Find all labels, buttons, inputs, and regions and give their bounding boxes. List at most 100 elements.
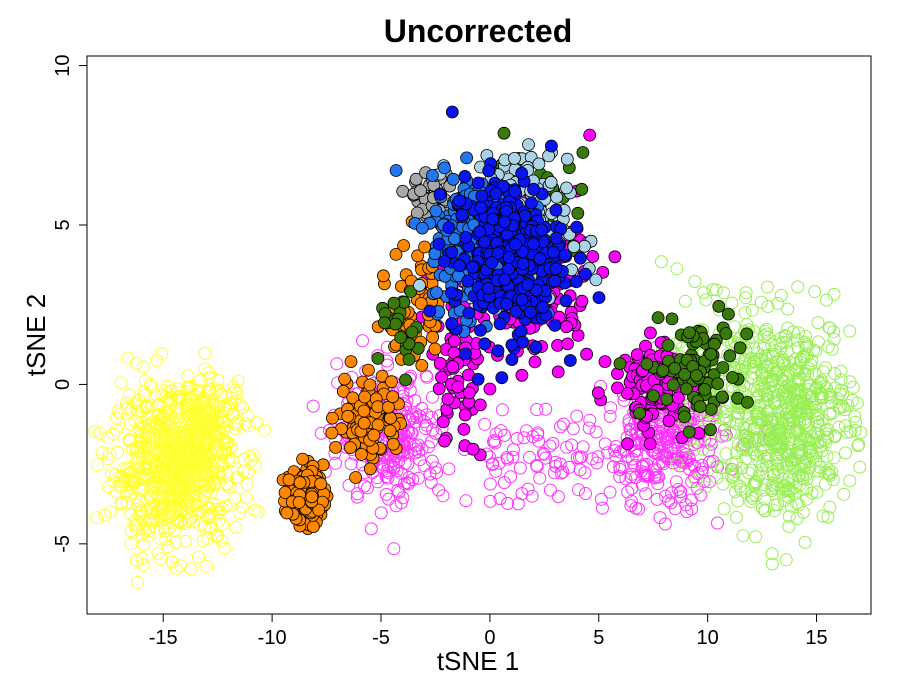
data-point: [782, 437, 796, 451]
data-point: [154, 433, 168, 447]
data-point: [432, 382, 446, 396]
data-point: [124, 537, 138, 551]
data-point: [386, 437, 400, 451]
data-point: [493, 317, 507, 331]
data-point: [425, 454, 439, 468]
data-point: [836, 387, 849, 401]
data-point: [691, 467, 705, 481]
data-point: [471, 372, 485, 386]
data-point: [560, 152, 574, 166]
data-point: [778, 329, 792, 343]
data-point: [813, 434, 827, 448]
data-point: [191, 503, 205, 517]
data-point: [715, 460, 729, 474]
data-point: [423, 304, 437, 318]
data-point: [195, 410, 209, 423]
data-point: [139, 468, 153, 481]
data-point: [357, 416, 371, 430]
data-point: [161, 540, 175, 553]
data-point: [478, 337, 492, 351]
data-point: [563, 354, 577, 367]
data-point: [765, 482, 779, 495]
data-point: [230, 471, 244, 485]
data-point: [747, 447, 761, 460]
data-point: [594, 492, 608, 506]
data-point: [143, 422, 157, 436]
data-point: [491, 344, 505, 358]
data-point: [820, 293, 833, 307]
data-point: [832, 420, 846, 434]
data-point: [791, 333, 805, 347]
data-point: [606, 460, 620, 474]
data-point: [759, 396, 772, 410]
data-point: [680, 505, 694, 518]
data-point: [215, 388, 228, 402]
data-point: [755, 366, 769, 380]
data-point: [530, 403, 544, 416]
data-point: [384, 411, 397, 425]
data-point: [397, 477, 411, 491]
data-point: [197, 422, 211, 436]
data-point: [693, 400, 707, 414]
data-point: [155, 432, 169, 445]
data-point: [548, 274, 562, 288]
data-point: [803, 425, 817, 439]
data-point: [620, 386, 634, 400]
x-tick-label: -10: [258, 627, 287, 649]
data-point: [420, 418, 434, 432]
data-point: [703, 455, 716, 469]
chart-title: Uncorrected: [384, 13, 573, 49]
data-point: [696, 462, 710, 476]
data-point: [408, 394, 422, 407]
data-point: [781, 364, 795, 378]
data-point: [716, 361, 730, 374]
data-point: [769, 452, 783, 466]
data-point: [414, 297, 428, 310]
plot-frame: [86, 55, 872, 615]
data-point: [712, 299, 726, 313]
data-point: [589, 273, 603, 287]
data-point: [157, 410, 171, 424]
data-point: [771, 296, 785, 310]
data-point: [280, 506, 294, 520]
data-point: [546, 436, 560, 450]
data-point: [232, 506, 246, 520]
data-point: [140, 398, 154, 412]
data-point: [684, 493, 698, 507]
data-point: [800, 349, 814, 363]
data-point: [426, 330, 440, 344]
data-point: [572, 483, 585, 497]
data-point: [453, 259, 466, 273]
data-point: [151, 482, 165, 496]
data-point: [573, 451, 587, 465]
data-point: [135, 552, 149, 565]
data-point: [120, 397, 134, 410]
data-point: [549, 262, 563, 276]
data-point: [825, 342, 839, 356]
data-point: [223, 499, 237, 513]
data-point: [846, 380, 860, 394]
data-point: [173, 559, 187, 573]
data-point: [140, 502, 154, 516]
y-tick-label: 10: [52, 54, 74, 76]
data-point: [184, 511, 198, 525]
data-point: [350, 490, 364, 504]
data-point: [662, 414, 676, 428]
data-point: [154, 532, 168, 546]
data-point: [613, 470, 627, 484]
data-point: [765, 547, 779, 561]
data-point: [536, 300, 550, 314]
data-point: [560, 440, 574, 454]
data-point: [793, 428, 807, 442]
data-point: [728, 425, 742, 439]
x-tick-label: -5: [372, 627, 390, 649]
data-point: [110, 423, 124, 437]
data-point: [180, 426, 194, 440]
data-point: [801, 418, 815, 432]
data-point: [196, 534, 210, 548]
data-point: [709, 283, 723, 297]
data-point: [731, 494, 745, 508]
data-point: [591, 386, 605, 400]
data-point: [601, 446, 615, 460]
data-point: [414, 184, 428, 198]
